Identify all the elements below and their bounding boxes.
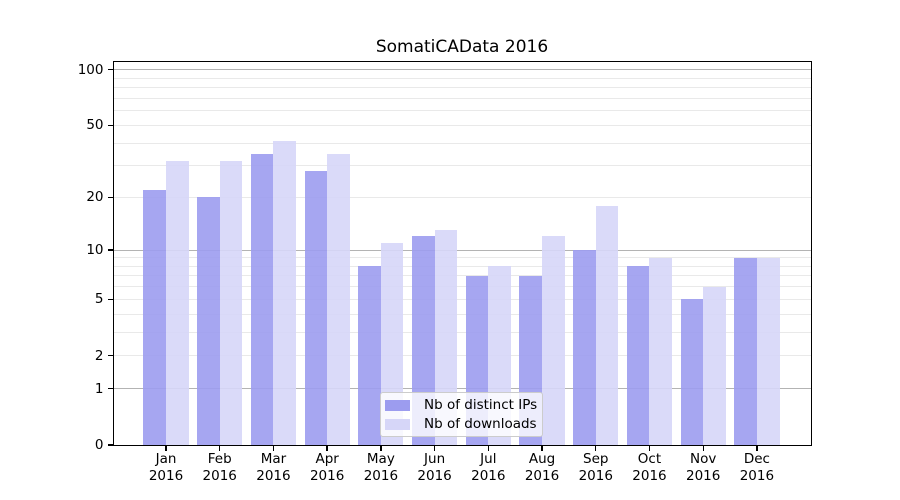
bar-downloads bbox=[595, 205, 619, 445]
x-tick-label: Apr 2016 bbox=[309, 451, 345, 484]
legend-item-downloads: Nb of downloads bbox=[385, 416, 537, 432]
x-tick-label: Nov 2016 bbox=[686, 451, 721, 484]
minor-gridline bbox=[113, 97, 811, 99]
x-tick-mark bbox=[165, 446, 167, 451]
y-tick-label: 10 bbox=[86, 242, 104, 259]
y-tick-label: 100 bbox=[77, 61, 104, 78]
bar-distinct-ips bbox=[304, 171, 328, 445]
x-tick-label: Sep 2016 bbox=[578, 451, 613, 484]
minor-gridline bbox=[113, 265, 811, 267]
minor-gridline bbox=[113, 87, 811, 89]
y-tick-mark bbox=[107, 69, 113, 71]
y-tick-mark bbox=[107, 444, 113, 446]
x-tick-mark bbox=[326, 446, 328, 451]
minor-gridline bbox=[113, 110, 811, 112]
legend: Nb of distinct IPs Nb of downloads bbox=[380, 392, 543, 437]
x-tick-mark bbox=[756, 446, 758, 451]
minor-gridline bbox=[113, 196, 811, 198]
minor-gridline bbox=[113, 331, 811, 333]
x-tick-label: Oct 2016 bbox=[632, 451, 667, 484]
x-tick-label: Jun 2016 bbox=[417, 451, 452, 484]
minor-gridline bbox=[113, 286, 811, 288]
y-tick-label: 20 bbox=[86, 189, 104, 206]
y-tick-mark bbox=[107, 249, 113, 251]
y-tick-label: 2 bbox=[94, 347, 104, 364]
bar-distinct-ips bbox=[250, 153, 274, 445]
y-tick-label: 1 bbox=[94, 380, 104, 397]
x-tick-mark bbox=[702, 446, 704, 451]
y-tick-label: 0 bbox=[94, 437, 104, 453]
bar-downloads bbox=[756, 257, 780, 445]
bar-distinct-ips bbox=[626, 266, 650, 445]
x-tick-mark bbox=[433, 446, 436, 451]
x-tick-label: Jul 2016 bbox=[471, 451, 506, 484]
minor-gridline bbox=[113, 275, 811, 277]
x-tick-label: Mar 2016 bbox=[256, 451, 291, 484]
major-gridline bbox=[113, 249, 811, 251]
bar-downloads bbox=[434, 230, 458, 445]
minor-gridline bbox=[113, 257, 811, 259]
minor-gridline bbox=[113, 142, 811, 144]
y-tick-mark bbox=[107, 298, 113, 301]
bar-downloads bbox=[542, 236, 565, 445]
legend-swatch-downloads bbox=[385, 418, 410, 430]
x-tick-mark bbox=[380, 446, 382, 451]
y-tick-mark bbox=[107, 354, 113, 357]
x-tick-mark bbox=[272, 446, 275, 451]
minor-gridline bbox=[113, 298, 811, 300]
chart-title: SomatiCAData 2016 bbox=[375, 37, 549, 57]
y-tick-label: 5 bbox=[94, 291, 104, 308]
legend-swatch-distinct-ips bbox=[385, 399, 410, 411]
y-tick-mark bbox=[107, 196, 113, 199]
minor-gridline bbox=[113, 124, 811, 126]
y-tick-label: 50 bbox=[86, 117, 104, 134]
bar-distinct-ips bbox=[358, 266, 381, 445]
x-tick-label: Aug 2016 bbox=[524, 451, 560, 484]
bar-distinct-ips bbox=[197, 197, 220, 445]
x-tick-mark bbox=[219, 446, 221, 451]
major-gridline bbox=[113, 388, 811, 390]
minor-gridline bbox=[113, 77, 811, 79]
x-tick-label: Feb 2016 bbox=[202, 451, 237, 484]
minor-gridline bbox=[113, 313, 811, 315]
bar-downloads bbox=[649, 257, 673, 445]
x-tick-mark bbox=[648, 446, 651, 451]
legend-label-downloads: Nb of downloads bbox=[424, 416, 537, 432]
plot-frame bbox=[112, 61, 812, 446]
minor-gridline bbox=[113, 355, 811, 357]
legend-label-distinct-ips: Nb of distinct IPs bbox=[424, 397, 538, 413]
x-tick-mark bbox=[487, 446, 489, 451]
x-tick-mark bbox=[595, 446, 597, 451]
x-tick-label: Dec 2016 bbox=[739, 451, 775, 484]
x-tick-mark bbox=[541, 446, 543, 451]
y-tick-mark bbox=[107, 387, 113, 390]
y-tick-mark bbox=[107, 124, 113, 127]
minor-gridline bbox=[113, 165, 811, 167]
bar-downloads bbox=[219, 160, 243, 445]
bar-downloads bbox=[166, 160, 189, 445]
legend-item-distinct-ips: Nb of distinct IPs bbox=[385, 397, 538, 413]
bar-distinct-ips bbox=[573, 250, 596, 445]
bar-downloads bbox=[327, 153, 350, 445]
x-tick-label: May 2016 bbox=[363, 451, 399, 484]
bar-distinct-ips bbox=[680, 299, 704, 445]
bar-distinct-ips bbox=[143, 190, 166, 445]
major-gridline bbox=[113, 69, 811, 71]
bar-downloads bbox=[273, 141, 297, 445]
bar-downloads bbox=[703, 286, 726, 445]
bar-distinct-ips bbox=[734, 257, 757, 445]
x-tick-label: Jan 2016 bbox=[148, 451, 184, 484]
